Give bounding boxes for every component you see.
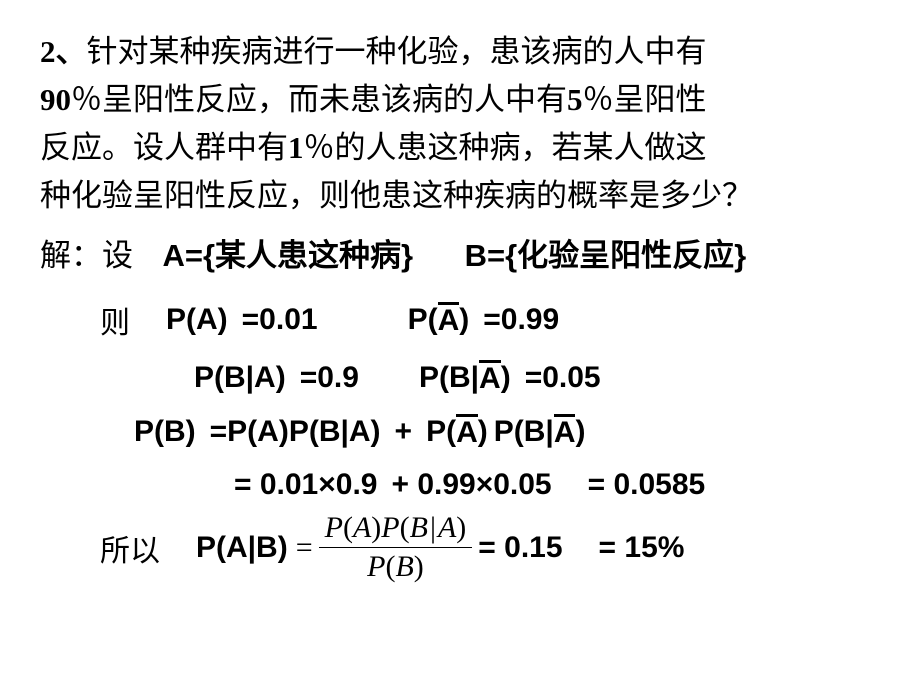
problem-l3c: ％的人患这种病，若某人做这	[304, 130, 707, 165]
den-P: P	[367, 550, 385, 583]
problem-number: 2、	[40, 34, 87, 69]
PB-rhs2b: )	[478, 415, 488, 449]
row-PBA: P(B|A) =0.9 P(B|A) =0.05	[194, 360, 880, 396]
PB-calc-b: + 0.99×0.05	[391, 468, 551, 502]
problem-l2b: ％呈阳性反应，而未患该病的人中有	[71, 82, 567, 117]
row-PB-formula: P(B) =P(A)P(B|A) + P(A) P(B|A)	[134, 414, 880, 450]
PB-rhs2a: P(	[426, 415, 456, 449]
slide-page: 2、针对某种疾病进行一种化验，患该病的人中有 90％呈阳性反应，而未患该病的人中…	[0, 0, 920, 583]
problem-l2c: 5	[567, 82, 583, 117]
PB-val: = 0.0585	[588, 468, 706, 502]
fraction-numerator: P(A)P(B|A)	[319, 512, 473, 544]
fraction-denominator: P(B)	[361, 551, 430, 583]
A-bar-4: A	[554, 414, 576, 450]
A-bar-2: A	[479, 360, 501, 396]
then-label: 则	[100, 298, 130, 342]
den-B: B	[395, 550, 413, 583]
PAB-val2: = 15%	[599, 531, 685, 565]
A-bar-3: A	[456, 414, 478, 450]
B-definition: B={化验呈阳性反应}	[465, 238, 747, 273]
bayes-fraction: P(A)P(B|A) P(B)	[319, 512, 473, 583]
plus-1: +	[395, 415, 413, 449]
solution-intro: 解：设	[40, 238, 133, 273]
PBAc-open: P(B|	[419, 361, 479, 395]
num-A2: A	[438, 511, 456, 544]
PB-rhs2d: )	[575, 415, 585, 449]
PB-rhs2c: P(B|	[494, 415, 554, 449]
problem-l1: 针对某种疾病进行一种化验，患该病的人中有	[87, 34, 707, 69]
PB-lhs: P(B)	[134, 415, 196, 449]
A-bar-1: A	[438, 302, 460, 338]
PAc-close: )	[459, 303, 469, 337]
therefore-label: 所以	[100, 526, 160, 570]
problem-l2a: 90	[40, 82, 71, 117]
PBA-rhs: =0.9	[300, 361, 359, 395]
define-line: 解：设 A={某人患这种病} B={化验呈阳性反应}	[40, 232, 880, 280]
num-B: B	[410, 511, 428, 544]
problem-l3b: 1	[288, 130, 304, 165]
row-PA: 则 P(A) =0.01 P(A) =0.99	[100, 298, 880, 342]
problem-l3a: 反应。设人群中有	[40, 130, 288, 165]
eq1: =	[296, 531, 313, 565]
problem-text: 2、针对某种疾病进行一种化验，患该病的人中有 90％呈阳性反应，而未患该病的人中…	[40, 28, 880, 220]
PAB-val1: = 0.15	[478, 531, 562, 565]
PBAc-rhs: =0.05	[525, 361, 601, 395]
row-PB-calc: = 0.01×0.9 + 0.99×0.05 = 0.0585	[234, 468, 880, 502]
fraction-bar	[319, 547, 473, 549]
PAB-lhs: P(A|B)	[196, 531, 288, 565]
PA-rhs: =0.01	[242, 303, 318, 337]
PBAc-close: )	[501, 361, 511, 395]
problem-l2d: ％呈阳性	[583, 82, 707, 117]
num-P1: P	[325, 511, 343, 544]
PBA-lhs: P(B|A)	[194, 361, 286, 395]
PB-calc-a: = 0.01×0.9	[234, 468, 377, 502]
num-A: A	[353, 511, 371, 544]
PAc-open: P(	[408, 303, 438, 337]
row-PAB: 所以 P(A|B) = P(A)P(B|A) P(B) = 0.15 = 15%	[100, 512, 880, 583]
PAc-rhs: =0.99	[483, 303, 559, 337]
PB-rhs1: =P(A)P(B|A)	[210, 415, 381, 449]
problem-l4: 种化验呈阳性反应，则他患这种疾病的概率是多少？	[40, 178, 753, 213]
PA-lhs: P(A)	[166, 303, 228, 337]
A-definition: A={某人患这种病}	[163, 238, 414, 273]
num-P2: P	[381, 511, 399, 544]
